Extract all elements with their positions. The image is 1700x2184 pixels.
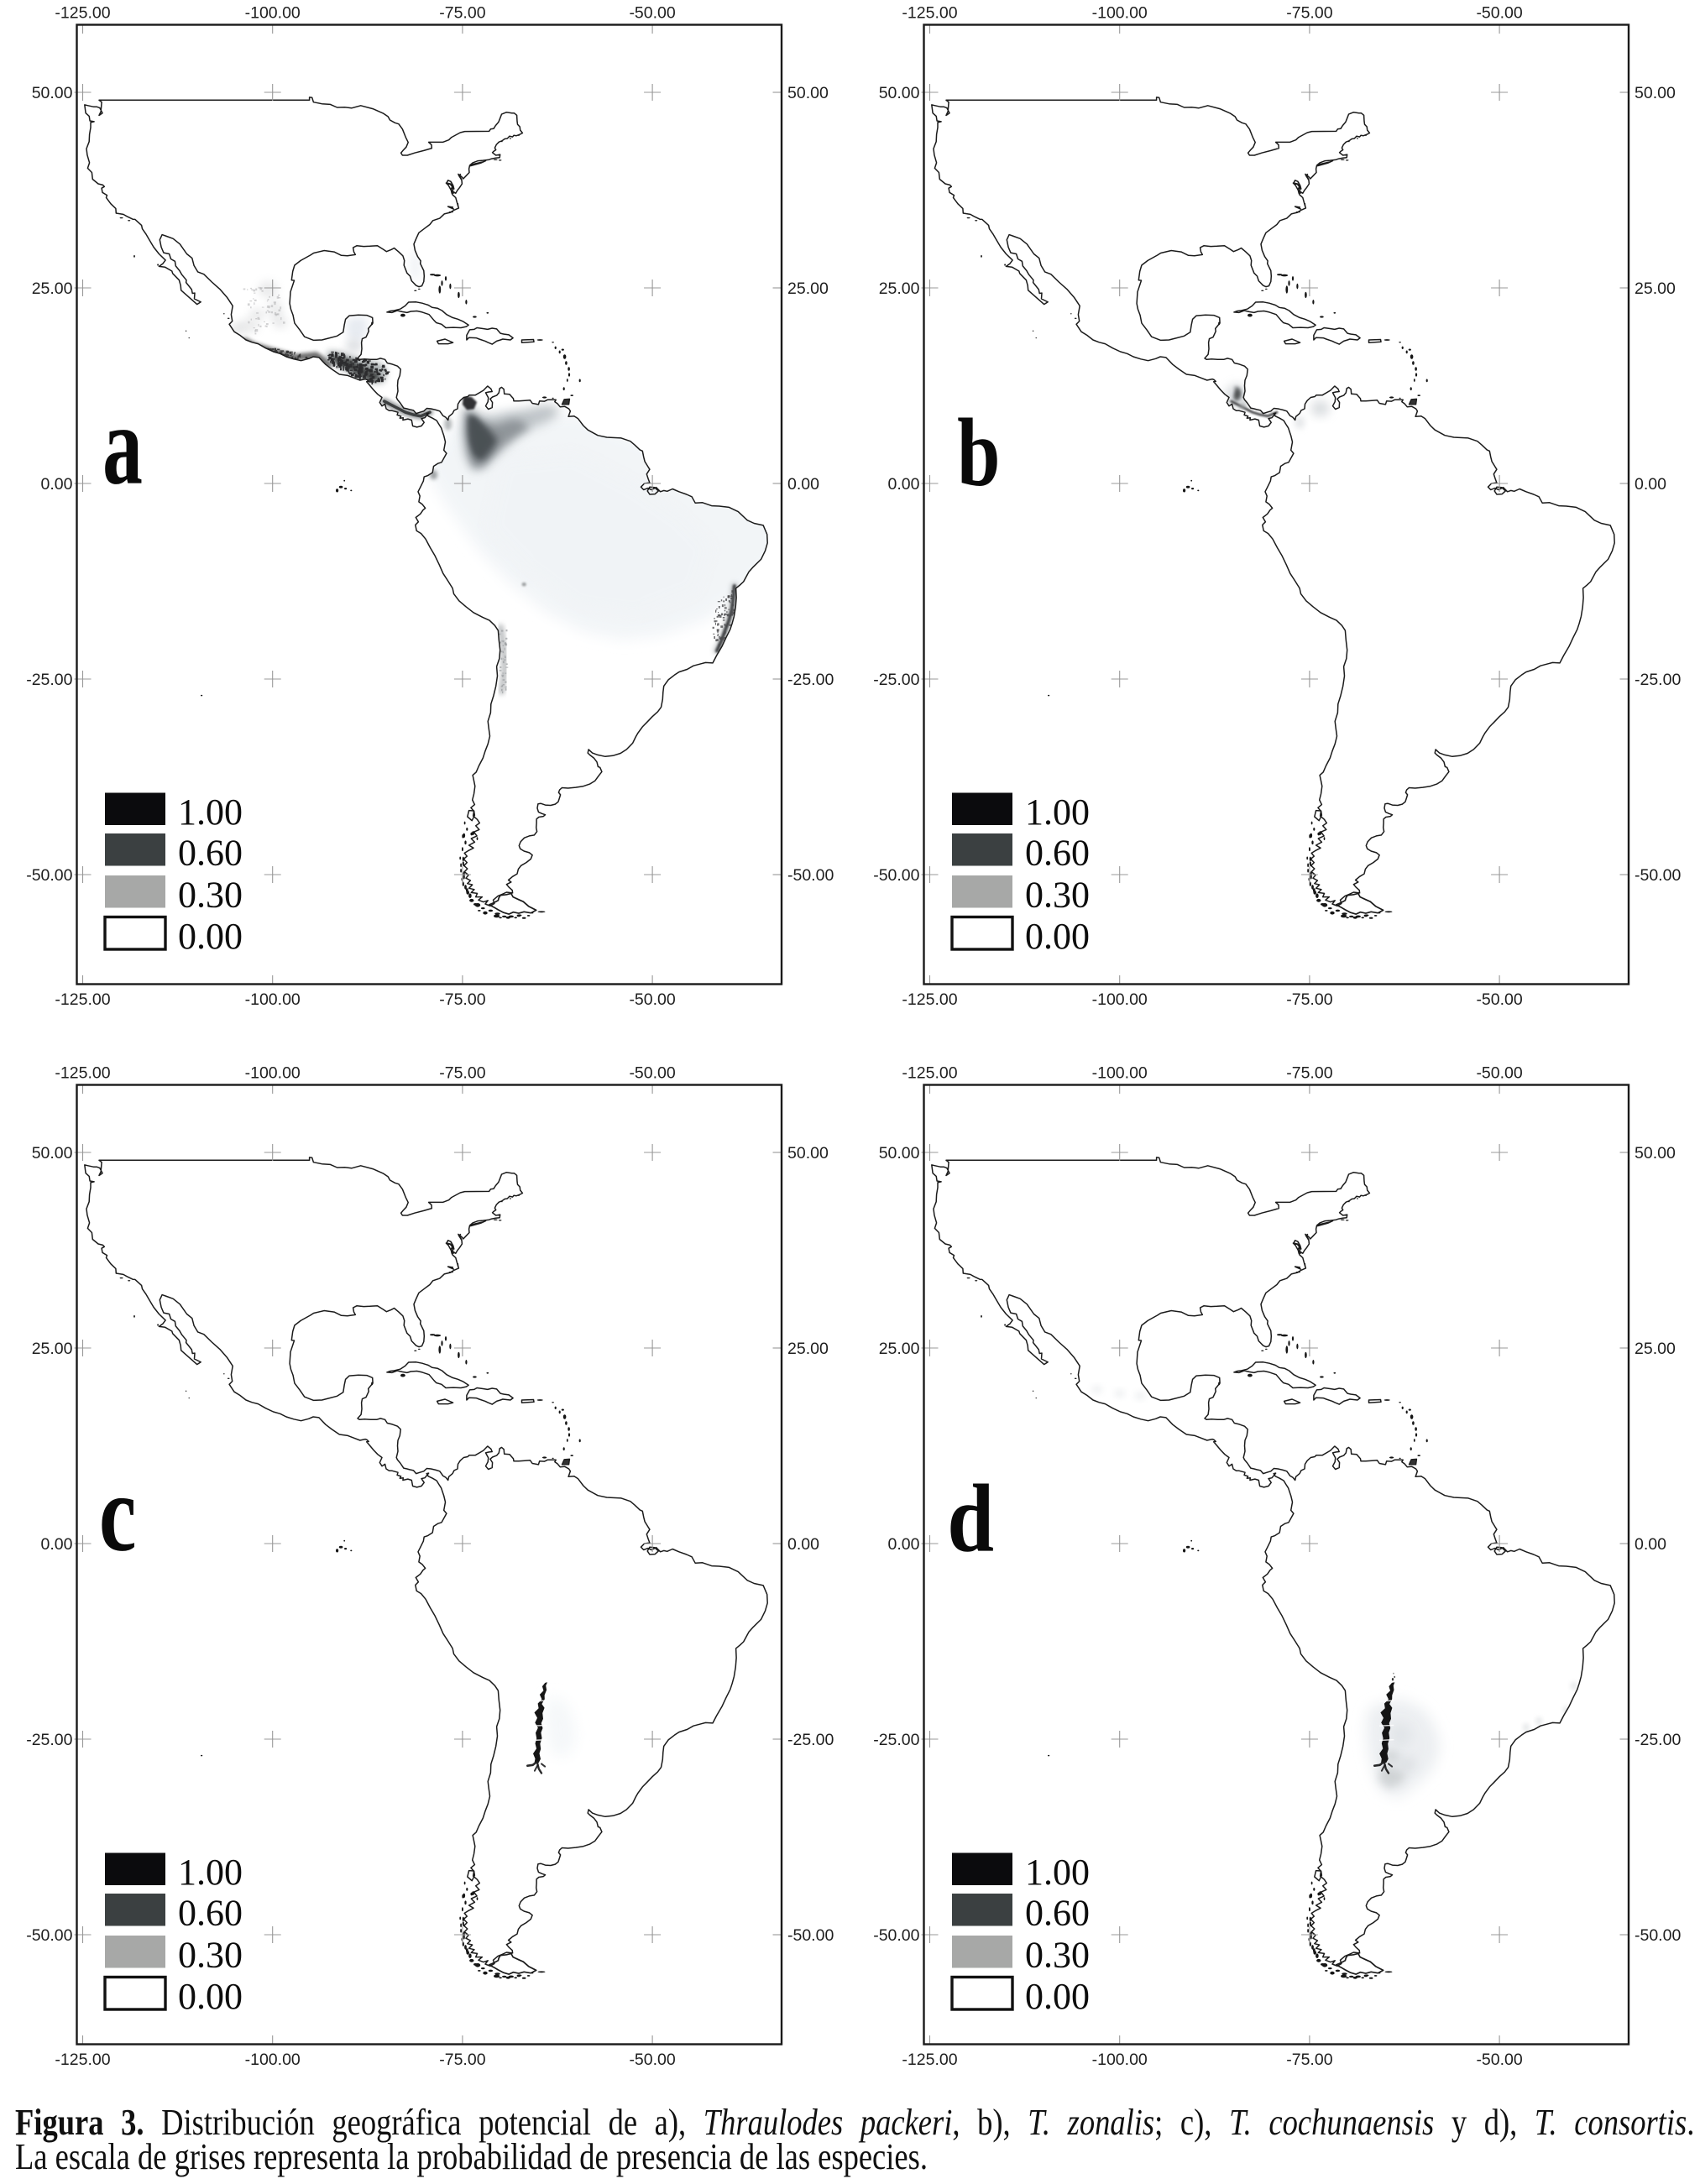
svg-text:d: d bbox=[947, 1466, 994, 1572]
svg-text:a: a bbox=[102, 384, 143, 509]
svg-text:b: b bbox=[957, 399, 1000, 506]
svg-text:c: c bbox=[99, 1453, 136, 1575]
